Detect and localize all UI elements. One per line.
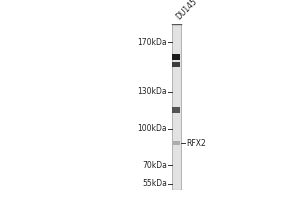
Text: 55kDa: 55kDa xyxy=(142,179,167,188)
Text: RFX2: RFX2 xyxy=(186,139,206,148)
Bar xyxy=(172,107,180,113)
Text: 100kDa: 100kDa xyxy=(138,124,167,133)
Bar xyxy=(172,62,180,67)
Text: 170kDa: 170kDa xyxy=(138,38,167,47)
Bar xyxy=(172,54,180,60)
Text: 70kDa: 70kDa xyxy=(142,161,167,170)
Text: 130kDa: 130kDa xyxy=(138,87,167,96)
Bar xyxy=(173,141,180,145)
Bar xyxy=(172,24,181,190)
Text: DU145: DU145 xyxy=(175,0,200,22)
